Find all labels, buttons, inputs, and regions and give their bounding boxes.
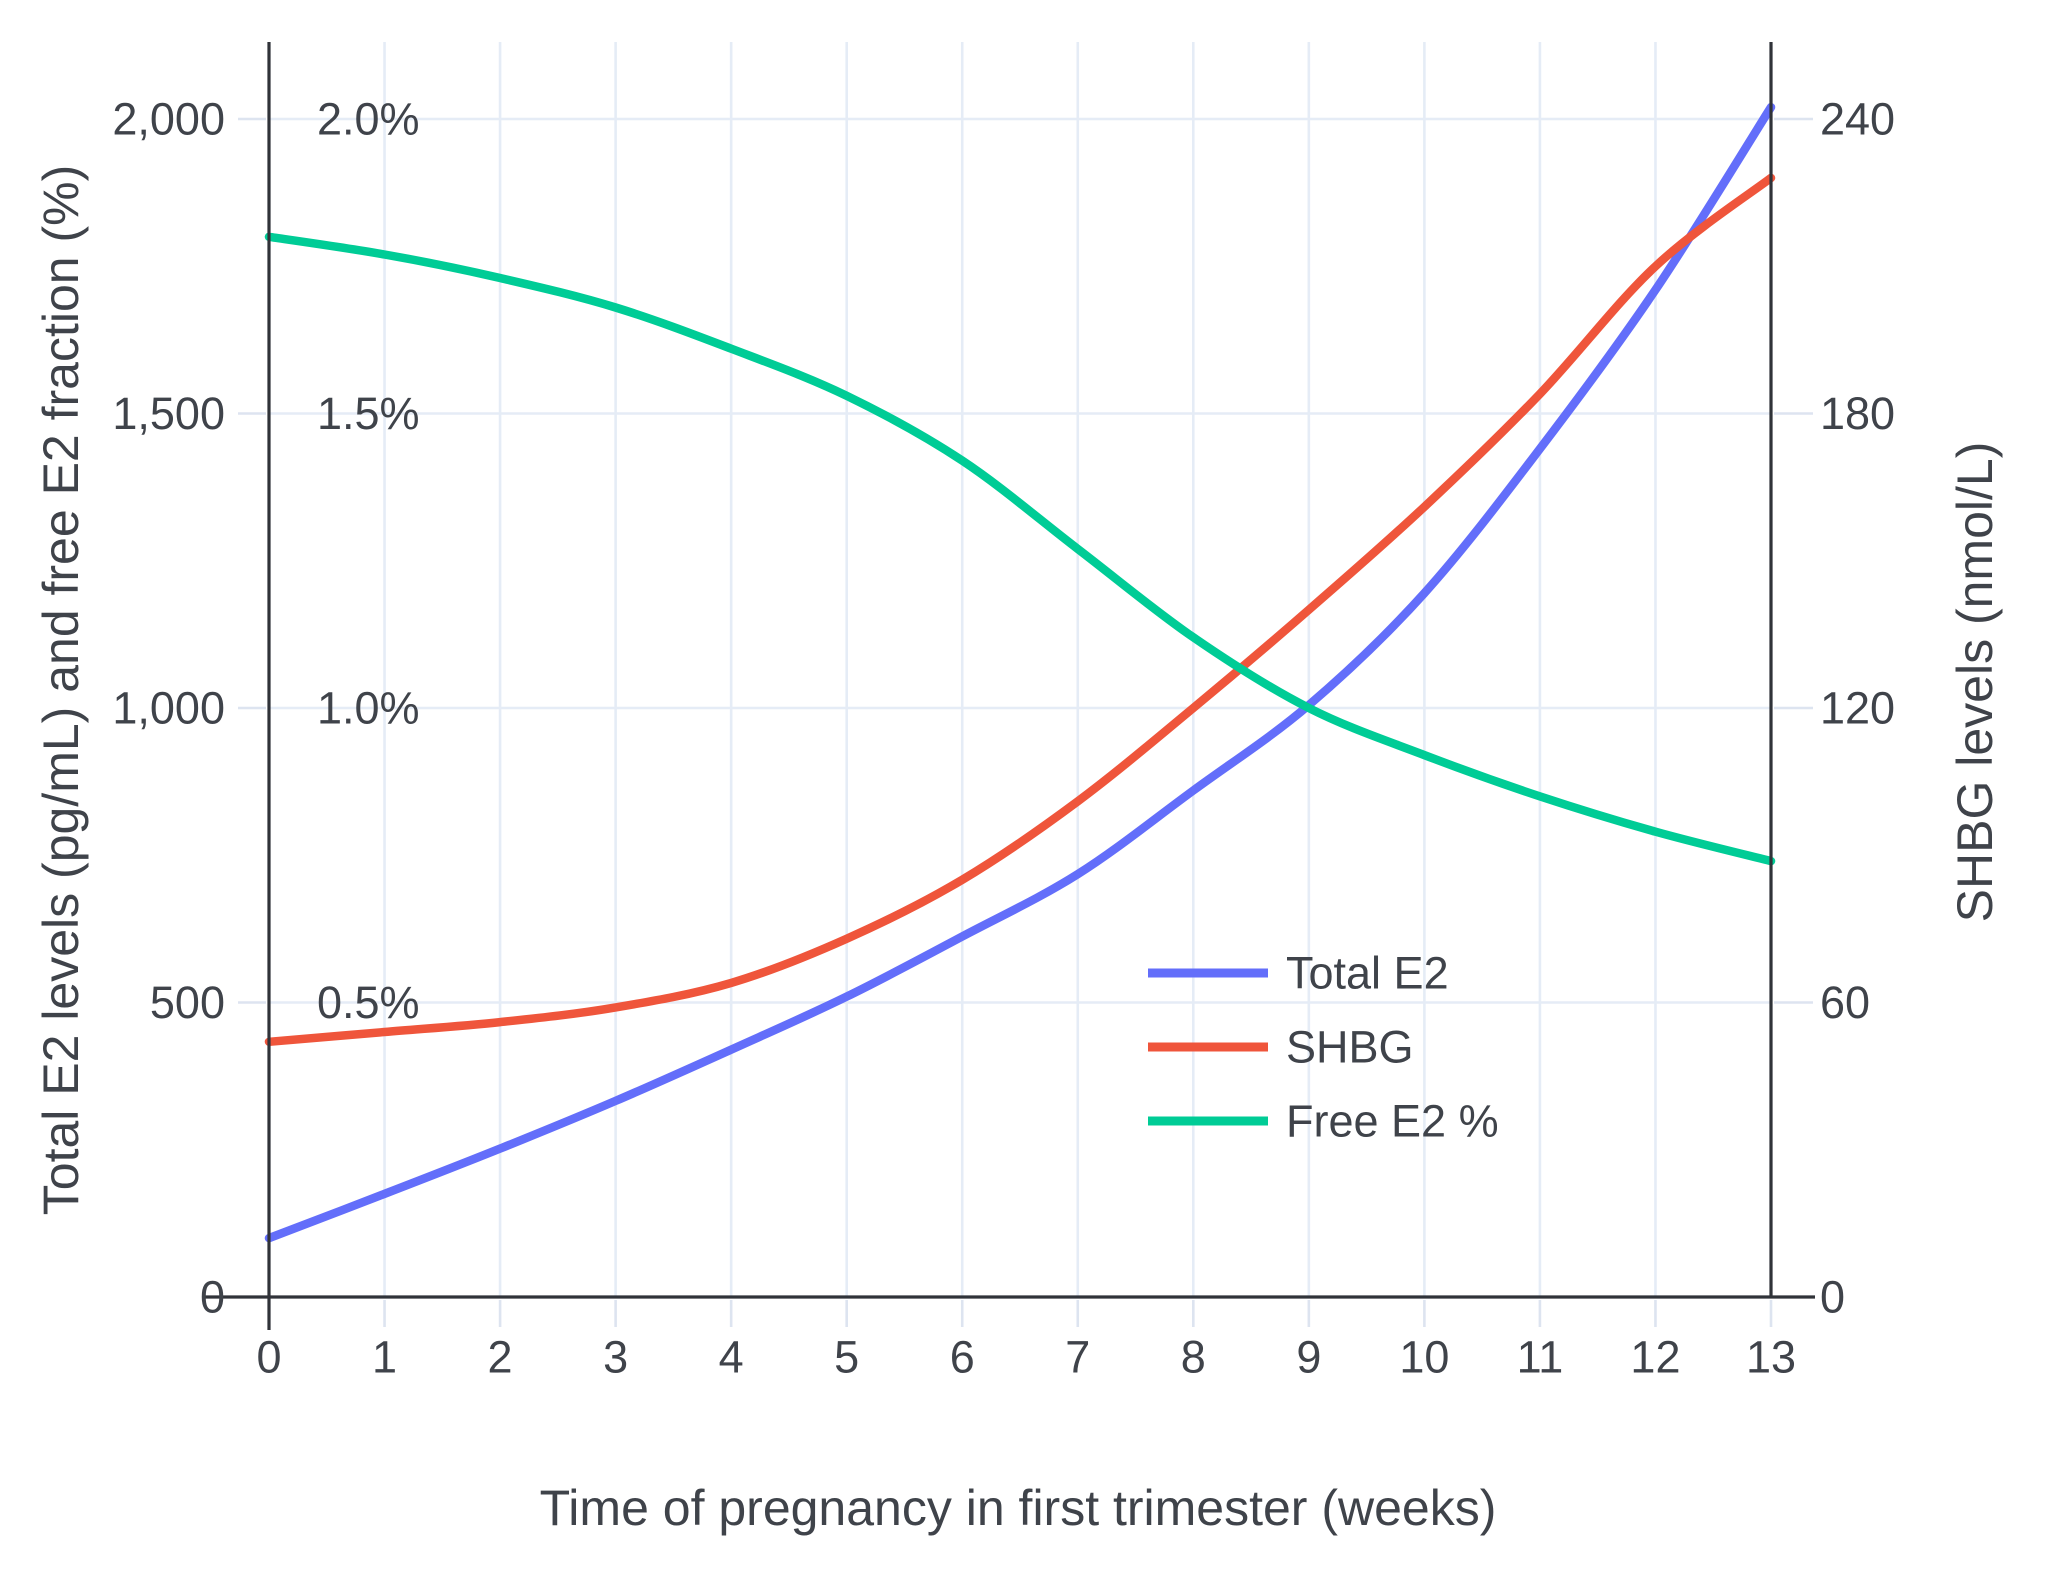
axis-layer [205,42,1815,1330]
x-axis-tick-label: 13 [1746,1332,1796,1383]
y-axis-tick-label-right: 180 [1820,388,1895,439]
legend-label-total-e2: Total E2 [1286,948,1449,999]
y-axis-tick-label-left: 2,000 [112,94,225,145]
legend-item-free-e2: Free E2 % [1148,1096,1499,1147]
y-axis-title-left: Total E2 levels (pg/mL) and free E2 frac… [33,165,89,1215]
y-axis-tick-label-left: 1,000 [112,683,225,734]
series-layer [264,102,1776,1243]
pct-axis-tick-label: 1.0% [317,683,420,734]
x-axis-tick-label: 11 [1517,1332,1564,1383]
x-axis-tick-label: 5 [834,1332,859,1383]
y-axis-tick-label-left: 500 [150,977,225,1028]
grid-layer [238,42,1813,1327]
y-axis-tick-label-right: 60 [1820,977,1870,1028]
x-axis-title: Time of pregnancy in first trimester (we… [540,1480,1497,1536]
legend-label-free-e2: Free E2 % [1286,1096,1499,1147]
y-axis-tick-label-left: 1,500 [112,388,225,439]
series-line-free-e2 [264,232,1776,866]
pct-axis-tick-label: 0.5% [317,977,420,1028]
x-axis-tick-label: 7 [1065,1332,1090,1383]
legend-label-shbg: SHBG [1286,1022,1414,1073]
series-line-shbg [264,173,1776,1047]
series-line-total-e2 [264,102,1776,1243]
legend-item-total-e2: Total E2 [1148,948,1449,999]
y-axis-tick-label-right: 120 [1820,683,1895,734]
x-axis-tick-label: 10 [1399,1332,1449,1383]
x-axis-tick-label: 12 [1630,1332,1680,1383]
x-axis-tick-label: 2 [488,1332,513,1383]
legend: Total E2 SHBG Free E2 % [1148,948,1499,1147]
y-axis-tick-label-left: 0 [200,1272,225,1323]
x-axis-tick-label: 3 [603,1332,628,1383]
pct-axis-tick-label: 1.5% [317,388,420,439]
y-axis-tick-label-right: 0 [1820,1272,1845,1323]
x-axis-tick-label: 8 [1181,1332,1206,1383]
y-axis-tick-label-right: 240 [1820,94,1895,145]
y-axis-title-right: SHBG levels (nmol/L) [1947,442,2003,923]
x-axis-tick-label: 4 [719,1332,744,1383]
label-layer: 05001,0001,5002,0000.5%1.0%1.5%2.0%06012… [112,94,1895,1383]
pct-axis-tick-label: 2.0% [317,94,420,145]
x-axis-tick-label: 9 [1296,1332,1321,1383]
x-axis-tick-label: 0 [256,1332,281,1383]
legend-item-shbg: SHBG [1148,1022,1414,1073]
x-axis-tick-label: 1 [372,1332,397,1383]
x-axis-tick-label: 6 [950,1332,975,1383]
